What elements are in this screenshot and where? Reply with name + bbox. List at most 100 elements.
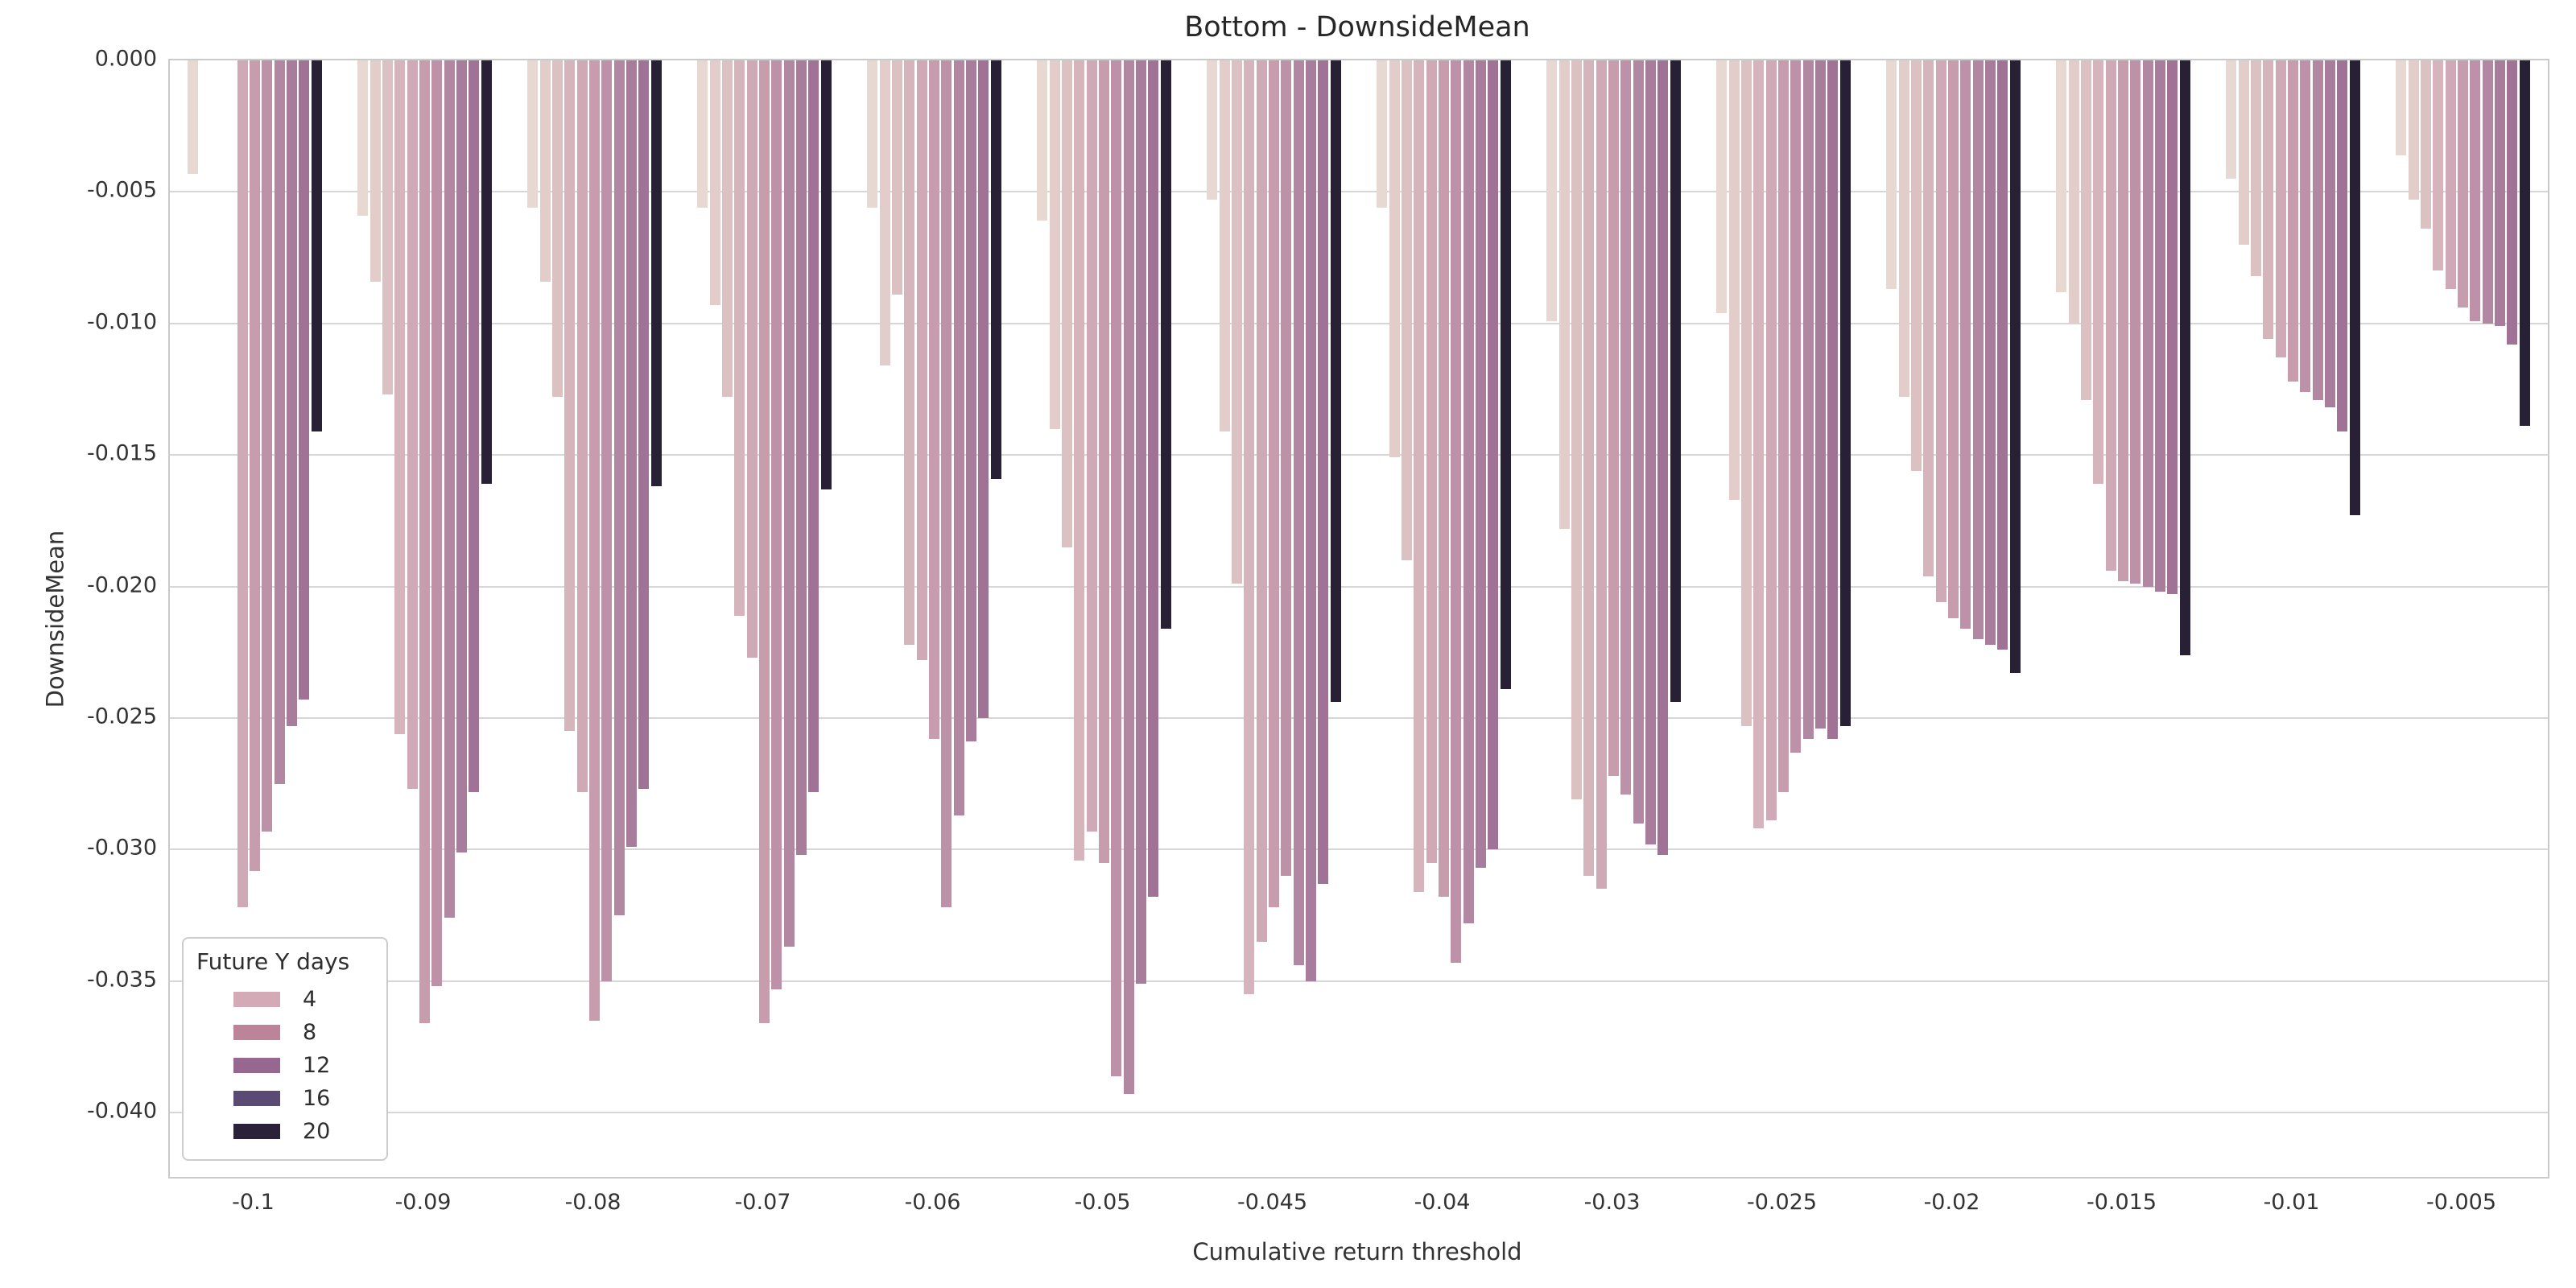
bar-group11-hue7 [1960, 60, 1971, 629]
bar-group3-hue3 [551, 60, 564, 398]
bar-group8-hue6 [1438, 60, 1450, 898]
bar-group11-hue3 [1910, 60, 1922, 471]
bar-group14-hue5 [2445, 60, 2456, 290]
bar-group7-hue7 [1281, 60, 1292, 877]
x-tick-label: -0.01 [2263, 1190, 2320, 1215]
bar-group3-hue10 [638, 60, 650, 790]
bar-group7-hue2 [1219, 60, 1230, 431]
bar-group6-hue1 [1037, 60, 1048, 221]
bar-group5-hue5 [916, 60, 927, 661]
bar-group14-hue2 [2408, 60, 2419, 200]
bar-group10-hue8 [1802, 60, 1814, 740]
bar-group6-hue3 [1061, 60, 1073, 547]
bar-group11-hue9 [1984, 60, 1996, 645]
legend-swatch-icon [233, 1025, 280, 1040]
gridline [170, 1112, 2548, 1114]
bar-group14-hue7 [2470, 60, 2481, 321]
bar-group2-hue5 [407, 60, 418, 790]
bar-group2-hue1 [357, 60, 369, 216]
x-tick-label: -0.005 [2425, 1190, 2497, 1215]
bar-group8-hue10 [1488, 60, 1499, 850]
x-tick-label: -0.015 [2086, 1190, 2157, 1215]
y-tick-label: -0.010 [86, 309, 157, 335]
y-tick-label: -0.005 [86, 177, 157, 203]
bar-group4-hue1 [697, 60, 708, 208]
legend-item-20: 20 [184, 1115, 386, 1148]
bar-group6-hue8 [1123, 60, 1134, 1095]
bar-group2-hue6 [419, 60, 431, 1024]
y-tick-label: -0.030 [86, 835, 157, 861]
y-axis-title: DownsideMean [41, 530, 69, 708]
bar-group14-hue4 [2433, 60, 2444, 271]
bar-group7-hue4 [1244, 60, 1255, 995]
bar-group7-hue10 [1318, 60, 1329, 884]
bar-group6-hue11 [1160, 60, 1171, 629]
bar-group2-hue11 [481, 60, 492, 485]
bar-group2-hue2 [369, 60, 381, 282]
bar-group2-hue3 [382, 60, 394, 395]
bar-group11-hue4 [1923, 60, 1934, 576]
bar-group10-hue1 [1716, 60, 1728, 313]
bar-group1-hue7 [262, 60, 273, 832]
legend-swatch-icon [233, 992, 280, 1007]
x-tick-label: -0.08 [564, 1190, 621, 1215]
bar-group9-hue7 [1620, 60, 1632, 795]
bar-group11-hue8 [1972, 60, 1984, 639]
bar-group9-hue1 [1546, 60, 1558, 321]
bar-group14-hue3 [2420, 60, 2432, 229]
legend-swatch-icon [233, 1091, 280, 1106]
bar-group11-hue1 [1886, 60, 1897, 290]
bar-group9-hue10 [1657, 60, 1669, 855]
bar-group13-hue8 [2312, 60, 2323, 400]
bar-group7-hue3 [1231, 60, 1243, 584]
x-tick-label: -0.06 [904, 1190, 961, 1215]
y-tick-label: -0.025 [86, 704, 157, 729]
bar-group2-hue4 [394, 60, 406, 734]
bar-group4-hue11 [820, 60, 832, 489]
bar-group1-hue6 [249, 60, 261, 871]
bar-group14-hue1 [2396, 60, 2407, 155]
bar-group13-hue6 [2287, 60, 2299, 382]
gridline [170, 191, 2548, 193]
legend-swatch-icon [233, 1124, 280, 1139]
bar-group6-hue2 [1049, 60, 1060, 429]
bar-group9-hue2 [1558, 60, 1570, 529]
x-tick-label: -0.02 [1923, 1190, 1980, 1215]
bar-group10-hue11 [1839, 60, 1851, 726]
legend-item-12: 12 [184, 1049, 386, 1082]
bar-group6-hue9 [1135, 60, 1147, 985]
bar-group5-hue1 [867, 60, 878, 208]
bar-group13-hue3 [2250, 60, 2262, 276]
bar-group11-hue10 [1997, 60, 2008, 650]
legend-item-16: 16 [184, 1082, 386, 1115]
x-tick-label: -0.03 [1583, 1190, 1641, 1215]
bar-group3-hue5 [576, 60, 588, 792]
bar-group1-hue11 [311, 60, 322, 431]
bar-group9-hue4 [1583, 60, 1595, 877]
bar-group10-hue2 [1728, 60, 1740, 500]
bar-group13-hue9 [2324, 60, 2336, 408]
bar-group2-hue10 [469, 60, 480, 792]
bar-group6-hue5 [1086, 60, 1097, 832]
bar-group8-hue2 [1389, 60, 1400, 458]
y-tick-label: -0.040 [86, 1098, 157, 1124]
bar-group4-hue9 [795, 60, 807, 855]
bar-group5-hue10 [978, 60, 989, 719]
bar-group4-hue3 [721, 60, 733, 398]
gridline [170, 848, 2548, 851]
bar-group9-hue8 [1633, 60, 1644, 824]
bar-group12-hue11 [2179, 60, 2190, 655]
bar-group8-hue1 [1377, 60, 1388, 208]
gridline [170, 980, 2548, 982]
x-tick-label: -0.1 [232, 1190, 275, 1215]
bar-group3-hue9 [625, 60, 638, 848]
bar-group1-hue5 [237, 60, 248, 908]
bar-group8-hue8 [1463, 60, 1474, 923]
x-axis-title: Cumulative return threshold [1192, 1238, 1522, 1265]
bar-group3-hue6 [588, 60, 601, 1021]
bar-group9-hue11 [1670, 60, 1681, 703]
legend-label: 12 [303, 1053, 331, 1078]
bar-group7-hue5 [1256, 60, 1267, 942]
bar-group1-hue1 [188, 60, 199, 174]
legend-items: 4 8 12 16 20 [184, 983, 386, 1148]
